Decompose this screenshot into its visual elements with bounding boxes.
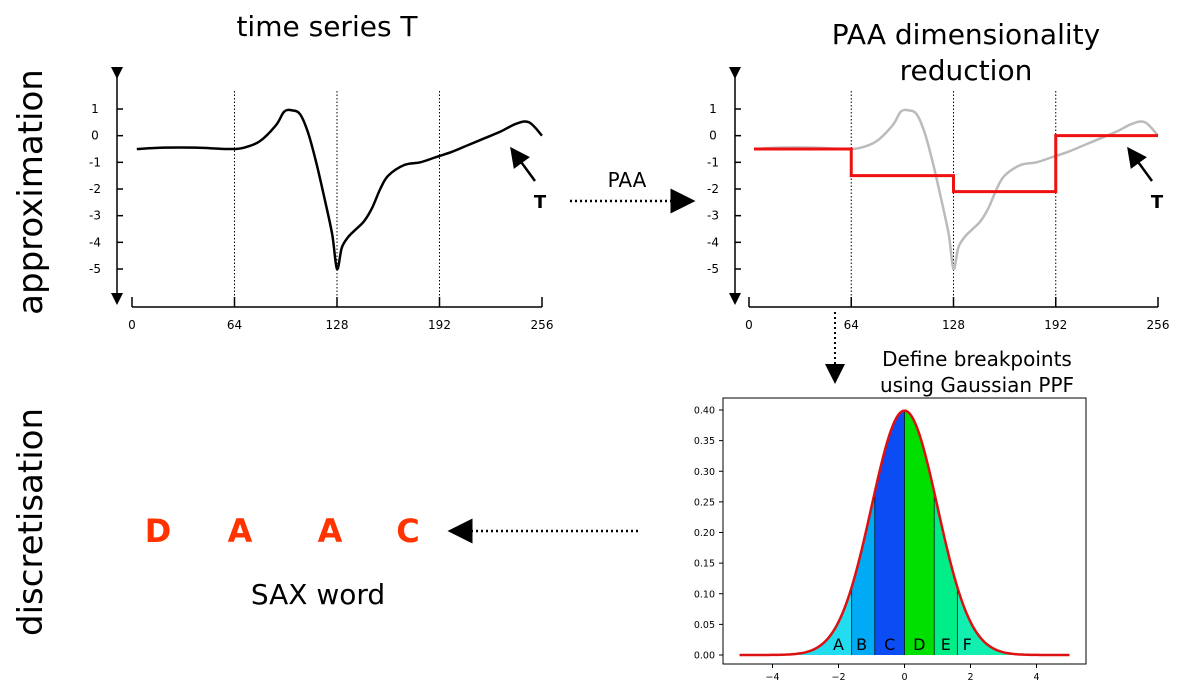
bin-area-E [934,492,958,655]
y-tick-label: 0 [91,129,99,143]
row-label-discretisation: discretisation [11,408,51,636]
bin-label: F [963,635,972,654]
y-tick-label: -4 [89,235,101,249]
y-tick-label: -3 [707,209,719,223]
y-tick-label: 0.10 [694,589,715,600]
breakpoints-title-line1: Define breakpoints [882,347,1072,371]
x-tick-label: −2 [831,672,845,683]
paa-step-line [754,134,1158,194]
x-tick-label: 64 [227,318,242,332]
y-tick-label: -1 [89,155,101,169]
y-tick-label: 0 [709,129,717,143]
bin-area-B [851,492,875,655]
series-pointer-arrow [1127,146,1154,182]
x-tick-label: −4 [765,672,779,683]
sax-word-caption: SAX word [251,578,385,611]
y-tick-label: 0.30 [694,467,715,478]
y-tick-label: 1 [709,102,717,116]
series-pointer-arrow [510,146,537,182]
x-tick-label: 256 [531,318,554,332]
bin-label: C [884,635,895,654]
y-tick-label: -2 [707,182,719,196]
y-tick-label: -4 [707,235,719,249]
bin-label: A [833,635,844,654]
series-label: T [534,192,547,213]
right-chart-title-line2: reduction [900,54,1033,87]
sax-letter: C [396,512,419,550]
sax-letter: D [145,512,172,550]
x-tick-label: 256 [1147,318,1170,332]
x-tick-label: 192 [1044,318,1067,332]
right-chart-title-line1: PAA dimensionality [832,18,1100,51]
sax-letter: A [228,512,253,550]
x-tick-label: 0 [745,318,753,332]
y-tick-label: -5 [89,262,101,276]
x-tick-label: 2 [967,672,973,683]
x-tick-label: 0 [901,672,907,683]
bin-area-A [739,587,852,655]
y-tick-label: 0.20 [694,528,715,539]
y-tick-label: 0.40 [694,406,715,417]
y-tick-label: 0.15 [694,559,715,570]
x-tick-label: 128 [942,318,965,332]
faded-series-line [753,108,1159,271]
breakpoints-title-line2: using Gaussian PPF [880,373,1074,397]
x-tick-label: 192 [428,318,451,332]
bin-label: E [941,635,951,654]
series-label: T [1151,192,1164,213]
time-series-chart: 1 0 -1 -2 -3 -4 -5 0 64 128 192 256 T [89,67,554,332]
sax-letter: A [318,512,343,550]
y-tick-label: 0.05 [694,620,715,631]
series-line [136,108,543,271]
pdf-curve [739,409,1070,657]
row-label-approximation: approximation [11,69,51,315]
y-tick-label: 0.25 [694,497,715,508]
y-tick-label: -3 [89,209,101,223]
y-tick-label: -2 [89,182,101,196]
bin-area-F [957,587,1070,655]
x-tick-label: 64 [844,318,859,332]
y-tick-label: 0.00 [694,651,715,662]
bin-label: B [856,635,867,654]
y-tick-label: -5 [707,262,719,276]
bin-label: D [913,635,925,654]
x-tick-label: 4 [1033,672,1039,683]
y-tick-label: 1 [91,102,99,116]
y-tick-label: -1 [707,155,719,169]
x-tick-label: 0 [128,318,136,332]
y-tick-label: 0.35 [694,436,715,447]
x-tick-label: 128 [326,318,349,332]
bin-area-D [904,410,935,655]
paa-chart: 1 0 -1 -2 -3 -4 -5 0 64 128 192 256 T [707,67,1170,332]
bin-area-C [874,410,905,655]
paa-arrow-label: PAA [608,168,647,192]
left-chart-title: time series T [236,10,418,43]
gaussian-breakpoints-chart: A B C D E F 0.00 0.05 0.10 0.15 0.20 0.25 0.30 0.35 0.… [694,397,1087,683]
